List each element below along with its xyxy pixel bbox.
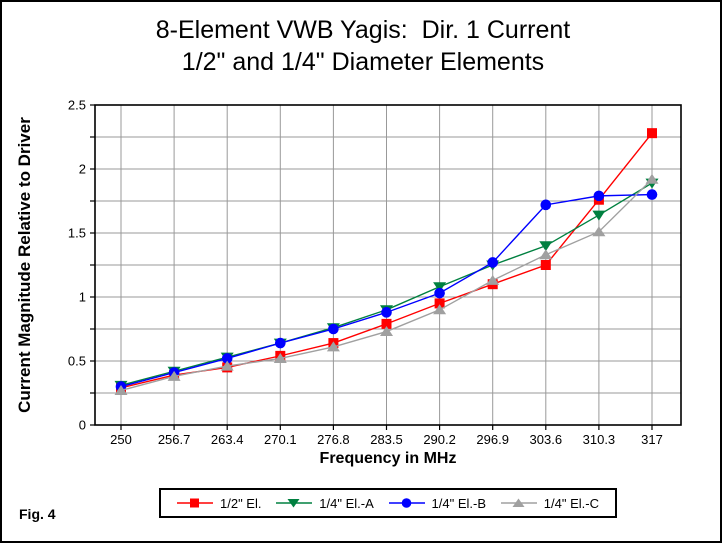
circle-marker: [328, 323, 339, 335]
triangle-up-marker: [539, 249, 553, 260]
legend-triangle-down-icon: [276, 499, 313, 508]
chart-title: 8-Element VWB Yagis: Dir. 1 Current 1/2"…: [2, 14, 720, 78]
x-tick-label: 250: [110, 432, 132, 447]
x-axis-title: Frequency in MHz: [319, 450, 457, 467]
triangle-up-marker: [326, 341, 340, 352]
figure-number-label: Fig. 4: [19, 506, 56, 522]
triangle-up-marker: [486, 274, 500, 285]
square-marker: [647, 128, 657, 139]
circle-marker: [540, 199, 552, 211]
y-tick-label: 0.5: [68, 354, 86, 369]
circle-marker: [275, 337, 286, 349]
legend-item: 1/4" El.-B: [388, 495, 487, 511]
circle-marker: [381, 307, 392, 318]
square-marker: [540, 260, 551, 270]
square-marker: [381, 318, 392, 329]
x-tick-label: 276.8: [317, 432, 350, 447]
y-tick-label: 1: [79, 290, 86, 305]
chart-title-line-1: 8-Element VWB Yagis: Dir. 1 Current: [155, 16, 571, 44]
x-tick-label: 317: [641, 432, 663, 447]
triangle-up-marker: [167, 370, 181, 381]
legend-label: 1/4" El.-B: [431, 495, 487, 511]
circle-marker: [434, 287, 445, 299]
triangle-down-marker: [433, 282, 447, 293]
x-tick-label: 296.9: [476, 432, 509, 447]
triangle-down-marker: [539, 241, 553, 252]
triangle-up-marker: [220, 360, 234, 371]
x-tick-label: 310.3: [583, 432, 616, 447]
y-tick-label: 0: [79, 418, 86, 433]
triangle-up-marker: [273, 352, 287, 363]
circle-marker: [221, 353, 233, 364]
triangle-up-marker: [380, 326, 393, 337]
legend-label: 1/4" El.-A: [319, 495, 374, 511]
x-tick-label: 290.2: [423, 432, 456, 447]
legend-triangle-up-icon: [500, 498, 537, 507]
triangle-up-marker: [433, 304, 447, 315]
circle-marker: [487, 257, 499, 268]
x-tick-label: 270.1: [264, 432, 297, 447]
x-tick-label: 303.6: [530, 432, 563, 447]
x-tick-label: 283.5: [370, 432, 403, 447]
legend-item: 1/4" El.-A: [276, 495, 374, 511]
triangle-down-marker: [592, 210, 606, 221]
legend-label: 1/4" El.-C: [543, 495, 599, 511]
x-tick-label: 263.4: [211, 432, 244, 447]
square-marker: [434, 298, 445, 309]
y-tick-label: 2.5: [68, 98, 86, 113]
y-tick-label: 2: [79, 162, 86, 177]
y-tick-label: 1.5: [68, 226, 86, 241]
triangle-up-marker: [592, 226, 606, 237]
x-tick-label: 256.7: [158, 432, 191, 447]
triangle-up-marker: [645, 173, 659, 184]
legend: 1/2" El. 1/4" El.-A 1/4" El.-B 1/4" El.-C: [159, 488, 617, 518]
legend-item: 1/4" El.-C: [500, 495, 599, 511]
legend-circle-icon: [388, 498, 425, 508]
chart-title-line-2: 1/2" and 1/4" Diameter Elements: [181, 48, 545, 76]
triangle-up-marker: [114, 384, 128, 395]
legend-label: 1/2" El.: [220, 495, 262, 511]
circle-marker: [593, 190, 605, 202]
legend-item: 1/2" El.: [177, 496, 261, 511]
circle-marker: [646, 189, 658, 200]
legend-square-icon: [177, 498, 213, 508]
